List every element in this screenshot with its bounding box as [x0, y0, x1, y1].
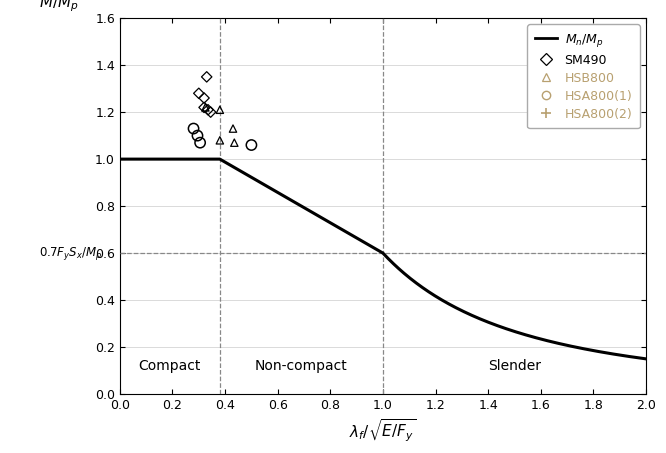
Point — [200, 104, 210, 111]
Point — [201, 73, 212, 81]
Point — [198, 104, 209, 111]
Point — [214, 106, 225, 113]
Point — [205, 109, 216, 116]
Point — [229, 139, 240, 146]
Point — [246, 141, 257, 149]
Text: $0.7F_yS_x/M_p$: $0.7F_yS_x/M_p$ — [39, 245, 103, 262]
Text: Slender: Slender — [488, 359, 541, 373]
Point — [194, 139, 205, 146]
Point — [198, 94, 209, 101]
Text: Compact: Compact — [139, 359, 201, 373]
Text: $M / M_p$: $M / M_p$ — [39, 0, 79, 14]
Point — [202, 106, 213, 113]
Point — [214, 137, 225, 144]
Point — [200, 104, 210, 111]
Text: Non-compact: Non-compact — [255, 359, 348, 373]
Point — [228, 125, 238, 132]
Point — [192, 132, 203, 139]
X-axis label: $\lambda_f / \sqrt{E/F_y}$: $\lambda_f / \sqrt{E/F_y}$ — [350, 418, 416, 444]
Legend: $M_n/M_p$, SM490, HSB800, HSA800(1), HSA800(2): $M_n/M_p$, SM490, HSB800, HSA800(1), HSA… — [527, 24, 640, 128]
Point — [193, 90, 204, 97]
Point — [188, 125, 199, 132]
